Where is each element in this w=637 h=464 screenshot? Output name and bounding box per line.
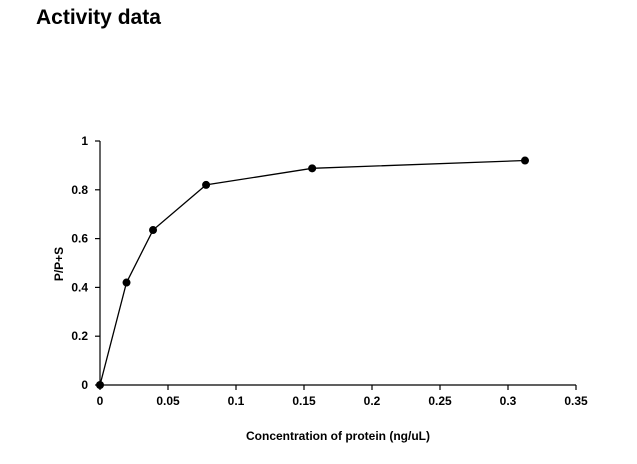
- data-point: [521, 156, 529, 165]
- x-tick-label: 0.35: [564, 394, 588, 408]
- data-point: [308, 164, 317, 173]
- series-line: [99, 159, 526, 386]
- y-tick-label: 0.2: [71, 329, 88, 343]
- data-point: [202, 180, 211, 189]
- y-tick-label: 1: [81, 134, 88, 148]
- x-tick-label: 0.05: [156, 394, 180, 408]
- x-axis-label: Concentration of protein (ng/uL): [246, 429, 430, 443]
- x-tick-label: 0: [97, 394, 104, 408]
- page-title: Activity data: [36, 6, 161, 29]
- x-tick-label: 0.2: [364, 394, 381, 408]
- x-tick-label: 0.15: [292, 394, 316, 408]
- y-tick-label: 0.8: [71, 183, 88, 197]
- chart-series: [96, 156, 529, 389]
- x-tick-label: 0.25: [428, 394, 452, 408]
- data-point: [122, 278, 131, 287]
- chart-axes: [99, 141, 576, 386]
- y-axis-label: P/P+S: [52, 247, 66, 281]
- x-tick-label: 0.1: [228, 394, 245, 408]
- chart-ticks: 0 0.05 0.1 0.15 0.2 0.25 0.3 0.35 0 0.2 0.4 0.6 0.8 1: [71, 134, 588, 408]
- y-tick-label: 0.6: [71, 232, 88, 246]
- data-point: [149, 226, 158, 235]
- x-tick-label: 0.3: [500, 394, 517, 408]
- data-point: [96, 381, 104, 389]
- y-tick-label: 0.4: [71, 280, 88, 294]
- y-tick-label: 0: [81, 378, 88, 392]
